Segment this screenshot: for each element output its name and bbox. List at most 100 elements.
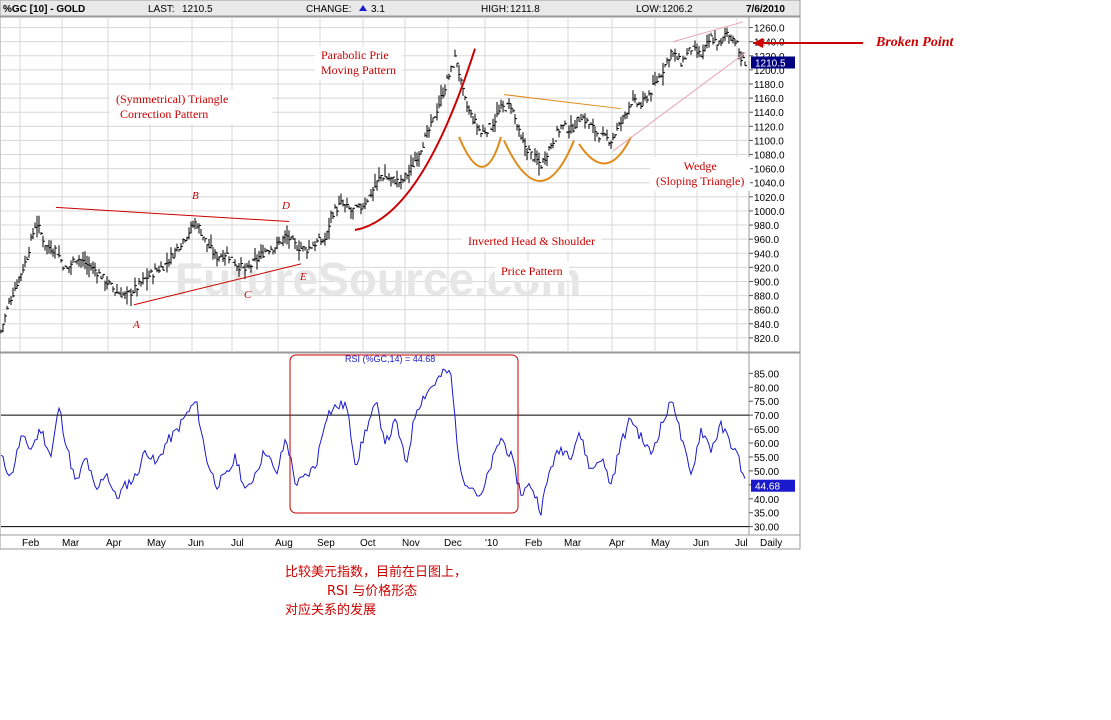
price-tick-label: 820.0 <box>754 334 779 345</box>
broken-point-label: Broken Point <box>876 35 954 50</box>
wedge-upper-line <box>672 21 744 43</box>
price-tick-label: 920.0 <box>754 263 779 274</box>
x-tick-label: Oct <box>360 538 376 549</box>
price-tick-label: 840.0 <box>754 320 779 331</box>
rsi-line <box>0 368 746 516</box>
point-e-label: E <box>299 271 307 283</box>
left-shoulder-curve <box>458 136 502 168</box>
point-d-label: D <box>281 200 290 212</box>
price-tick-label: 940.0 <box>754 249 779 260</box>
point-b-label: B <box>192 190 199 202</box>
rsi-tick-label: 40.00 <box>754 495 779 506</box>
rsi-tick-label: 55.00 <box>754 453 779 464</box>
price-tick-label: 880.0 <box>754 292 779 303</box>
rsi-panel <box>0 352 801 536</box>
rsi-tick-label: 60.00 <box>754 439 779 450</box>
date-label: 7/6/2010 <box>746 4 785 15</box>
chinese-note-line3: 对应关系的发展 <box>285 603 377 618</box>
price-tick-label: 1160.0 <box>754 94 784 105</box>
change-label: CHANGE: <box>306 4 352 15</box>
parabolic-curve <box>354 48 476 231</box>
triangle-upper-trendline <box>55 206 290 223</box>
x-tick-label: Apr <box>609 538 625 549</box>
change-up-arrow-icon <box>359 5 367 11</box>
last-value: 1210.5 <box>182 4 213 15</box>
x-tick-label: '10 <box>485 538 498 549</box>
rsi-last-box <box>751 479 795 492</box>
price-tick-label: 1060.0 <box>754 165 785 176</box>
x-tick-label: Feb <box>22 538 40 549</box>
triangle-annotation-line1: (Symmetrical) Triangle <box>116 92 229 106</box>
neckline <box>503 94 622 110</box>
rsi-highlight-box <box>289 354 519 514</box>
x-axis-bar <box>0 534 801 550</box>
triangle-lower-trendline <box>133 263 302 306</box>
rsi-tick-label: 65.00 <box>754 425 779 436</box>
wedge-annotation: Wedge (Sloping Triangle) <box>650 157 751 191</box>
rsi-title: RSI (%GC,14) = 44.68 <box>345 354 435 364</box>
chinese-note-line2: RSI 与价格形态 <box>327 584 418 599</box>
last-price-box <box>751 56 795 69</box>
price-tick-label: 1260.0 <box>754 24 785 35</box>
change-value: 3.1 <box>371 4 385 15</box>
price-tick-label: 980.0 <box>754 221 779 232</box>
price-tick-label: 1020.0 <box>754 193 785 204</box>
header-bar <box>0 0 801 17</box>
price-pattern-annotation: Price Pattern <box>495 262 569 281</box>
head-curve <box>503 140 575 182</box>
parabolic-annotation: Parabolic Prie Moving Pattern <box>315 46 402 80</box>
price-tick-label: 1040.0 <box>754 179 785 190</box>
high-value: 1211.8 <box>510 4 540 15</box>
price-tick-label: 1000.0 <box>754 207 785 218</box>
x-tick-label: Aug <box>275 538 293 549</box>
x-tick-label: Feb <box>525 538 543 549</box>
price-tick-label: 900.0 <box>754 277 779 288</box>
x-tick-label: Jun <box>188 538 204 549</box>
high-label: HIGH: <box>481 4 509 15</box>
rsi-last-label: 44.68 <box>755 482 780 493</box>
x-tick-label: Jul <box>735 538 748 549</box>
price-tick-label: 1100.0 <box>754 136 784 147</box>
low-value: 1206.2 <box>662 4 693 15</box>
rsi-tick-label: 30.00 <box>754 523 779 534</box>
price-tick-label: 1180.0 <box>754 80 784 91</box>
rsi-tick-label: 35.00 <box>754 509 779 520</box>
rsi-tick-label: 85.00 <box>754 369 779 380</box>
rsi-tick-label: 80.00 <box>754 383 779 394</box>
parabolic-annotation-line1: Parabolic Prie <box>321 48 389 62</box>
last-price-label: 1210.5 <box>755 58 786 69</box>
x-tick-label: Daily <box>760 538 782 549</box>
price-tick-label: 1080.0 <box>754 151 785 162</box>
price-tick-label: 960.0 <box>754 235 779 246</box>
right-shoulder-curve <box>578 136 632 165</box>
price-tick-label: 860.0 <box>754 306 779 317</box>
price-tick-label: 1120.0 <box>754 122 784 133</box>
price-pattern-label: Price Pattern <box>501 264 563 278</box>
symbol-title: %GC [10] - GOLD <box>3 4 85 15</box>
wedge-lower-line <box>612 51 747 152</box>
rsi-tick-label: 70.00 <box>754 411 779 422</box>
broken-point-arrow-icon <box>753 38 763 48</box>
triangle-annotation: (Symmetrical) Triangle Correction Patter… <box>110 90 272 124</box>
parabolic-annotation-line2: Moving Pattern <box>321 63 396 77</box>
x-tick-label: Jun <box>693 538 709 549</box>
last-label: LAST: <box>148 4 175 15</box>
triangle-annotation-line2: Correction Pattern <box>120 107 209 121</box>
inverted-hs-annotation: Inverted Head & Shoulder <box>462 232 601 251</box>
rsi-tick-label: 50.00 <box>754 467 779 478</box>
wedge-annotation-line2: (Sloping Triangle) <box>656 174 745 188</box>
x-tick-label: Mar <box>564 538 582 549</box>
chinese-note-line1: 比较美元指数，目前在日图上， <box>285 565 468 580</box>
x-tick-label: Mar <box>62 538 80 549</box>
inverted-hs-label: Inverted Head & Shoulder <box>468 234 595 248</box>
x-tick-label: Jul <box>231 538 244 549</box>
x-tick-label: Apr <box>106 538 122 549</box>
price-tick-label: 1200.0 <box>754 66 785 77</box>
point-a-label: A <box>132 319 140 331</box>
point-c-label: C <box>244 289 252 301</box>
wedge-annotation-line1: Wedge <box>683 159 717 173</box>
x-tick-label: Nov <box>402 538 420 549</box>
low-label: LOW: <box>636 4 661 15</box>
x-tick-label: May <box>651 538 670 549</box>
